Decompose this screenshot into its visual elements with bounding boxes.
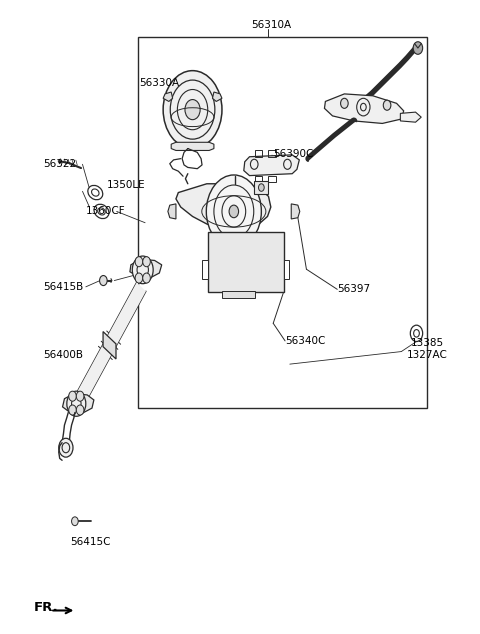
Polygon shape — [168, 204, 176, 219]
Polygon shape — [163, 92, 173, 101]
Circle shape — [384, 100, 391, 110]
Polygon shape — [103, 332, 116, 359]
Circle shape — [163, 70, 222, 148]
Polygon shape — [244, 155, 300, 176]
Polygon shape — [400, 112, 421, 122]
Text: 1327AC: 1327AC — [407, 350, 448, 359]
Polygon shape — [62, 394, 94, 413]
Text: 1360CF: 1360CF — [86, 207, 125, 216]
Text: 56400B: 56400B — [43, 350, 83, 359]
Circle shape — [143, 273, 150, 283]
Text: 56340C: 56340C — [285, 336, 325, 346]
Circle shape — [76, 391, 84, 401]
Circle shape — [185, 100, 200, 120]
Text: 56397: 56397 — [337, 284, 371, 294]
Text: 1350LE: 1350LE — [107, 180, 146, 190]
Polygon shape — [73, 282, 146, 408]
Text: 56415B: 56415B — [43, 282, 84, 292]
Circle shape — [67, 391, 86, 417]
Circle shape — [99, 276, 107, 285]
Text: 56415C: 56415C — [70, 537, 111, 547]
Bar — [255, 150, 262, 157]
Polygon shape — [291, 204, 300, 219]
Bar — [254, 181, 268, 194]
Circle shape — [413, 42, 423, 55]
Bar — [255, 176, 262, 182]
Circle shape — [59, 438, 73, 457]
Text: 56330A: 56330A — [139, 78, 180, 88]
Circle shape — [135, 257, 143, 267]
Bar — [202, 261, 208, 280]
Circle shape — [69, 391, 76, 401]
Polygon shape — [130, 259, 162, 278]
Circle shape — [132, 256, 153, 283]
Text: 13385: 13385 — [411, 339, 444, 349]
Bar — [208, 232, 284, 292]
Circle shape — [135, 273, 143, 283]
Text: 56310A: 56310A — [251, 20, 291, 30]
Text: FR.: FR. — [34, 601, 59, 614]
Bar — [268, 150, 276, 157]
Circle shape — [69, 405, 76, 415]
Circle shape — [76, 405, 84, 415]
Text: 56390C: 56390C — [273, 148, 313, 158]
Circle shape — [72, 517, 78, 526]
Bar — [268, 176, 276, 182]
Circle shape — [229, 205, 239, 217]
Polygon shape — [213, 92, 222, 101]
Bar — [222, 290, 255, 298]
Circle shape — [206, 175, 261, 248]
Polygon shape — [171, 142, 214, 150]
Circle shape — [143, 257, 150, 267]
Text: 56322: 56322 — [43, 159, 76, 169]
Circle shape — [259, 184, 264, 191]
Bar — [284, 261, 289, 280]
Polygon shape — [324, 94, 404, 124]
Polygon shape — [176, 184, 271, 230]
Bar — [138, 37, 427, 408]
Circle shape — [341, 98, 348, 108]
